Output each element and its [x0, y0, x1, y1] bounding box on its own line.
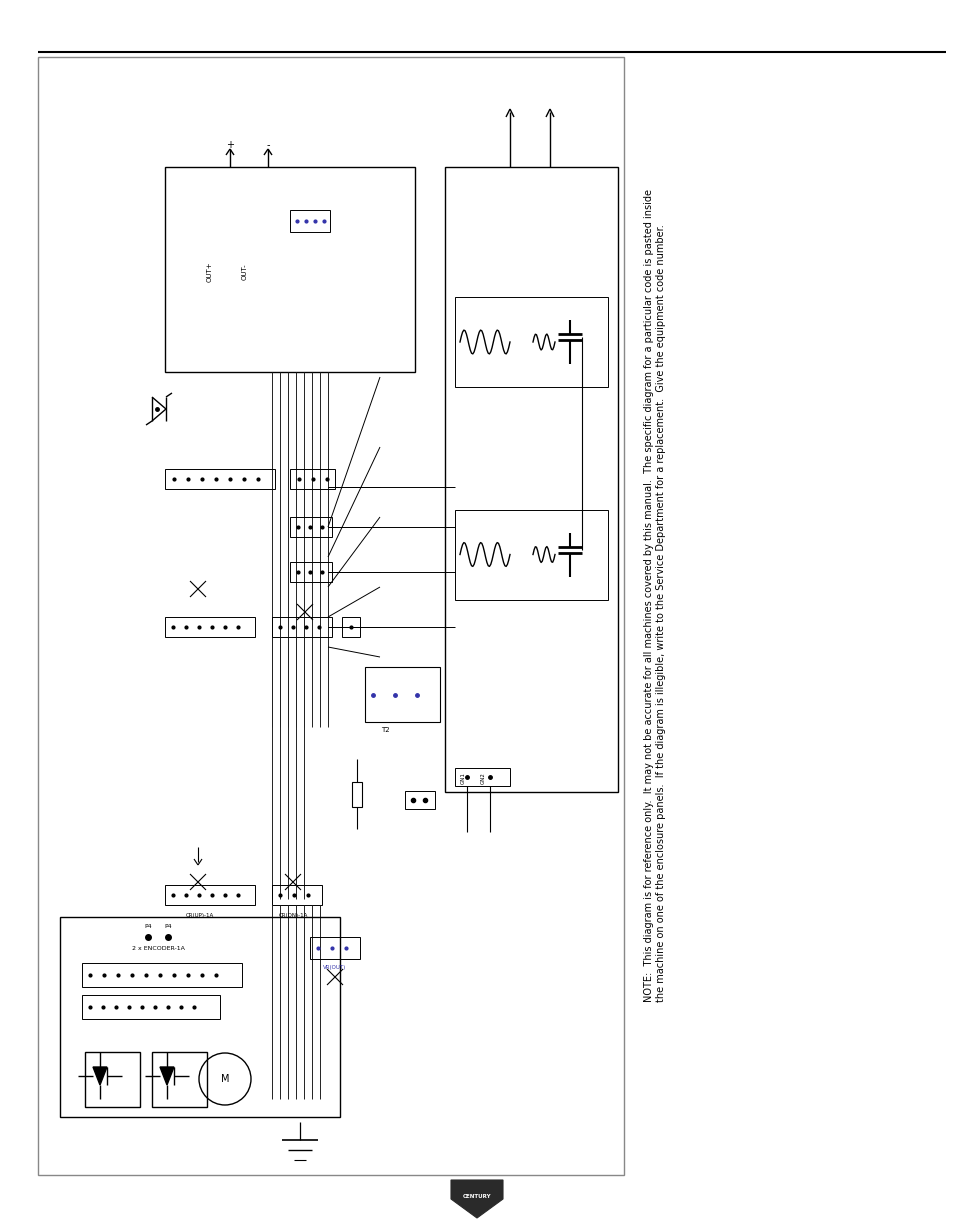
Bar	[444, 167, 618, 791]
Text: GN2: GN2	[480, 772, 485, 784]
Bar	[82, 995, 220, 1018]
Bar	[38, 56, 623, 1175]
Text: T2: T2	[380, 728, 389, 733]
Bar	[152, 1052, 207, 1107]
Bar	[341, 617, 359, 637]
Text: OUT-: OUT-	[242, 264, 248, 280]
Polygon shape	[451, 1180, 502, 1218]
Text: M: M	[220, 1074, 229, 1083]
Text: 2 x ENCODER-1A: 2 x ENCODER-1A	[132, 946, 184, 951]
Polygon shape	[92, 1067, 107, 1085]
Bar	[290, 210, 330, 232]
Bar	[352, 782, 361, 807]
Bar	[455, 768, 510, 787]
Bar	[310, 937, 359, 960]
Text: P4: P4	[164, 924, 172, 930]
Bar	[85, 1052, 140, 1107]
Text: GN1: GN1	[460, 772, 465, 784]
Bar	[165, 617, 254, 637]
Bar	[272, 617, 332, 637]
Bar	[165, 469, 274, 490]
Polygon shape	[160, 1067, 173, 1085]
Text: OUT+: OUT+	[207, 261, 213, 282]
Bar	[165, 885, 254, 906]
Bar	[405, 791, 435, 809]
Text: CENTURY: CENTURY	[462, 1194, 491, 1199]
Text: VR(OUT): VR(OUT)	[323, 964, 346, 969]
Bar	[290, 469, 335, 490]
Bar	[455, 297, 607, 387]
Text: CR(UP)-1A: CR(UP)-1A	[186, 913, 213, 918]
Bar	[272, 885, 322, 906]
Bar	[290, 562, 332, 582]
Bar	[165, 167, 415, 372]
Text: +: +	[226, 140, 233, 150]
Bar	[60, 917, 339, 1117]
Text: P4: P4	[144, 924, 152, 930]
Text: NOTE:  This diagram is for reference only.  It may not be accurate for all machi: NOTE: This diagram is for reference only…	[643, 189, 665, 1002]
Bar	[82, 963, 242, 987]
Bar	[365, 667, 439, 721]
Text: -: -	[266, 140, 270, 150]
Text: CR(DN)-1A: CR(DN)-1A	[278, 913, 308, 918]
Bar	[290, 517, 332, 537]
Bar	[455, 509, 607, 600]
